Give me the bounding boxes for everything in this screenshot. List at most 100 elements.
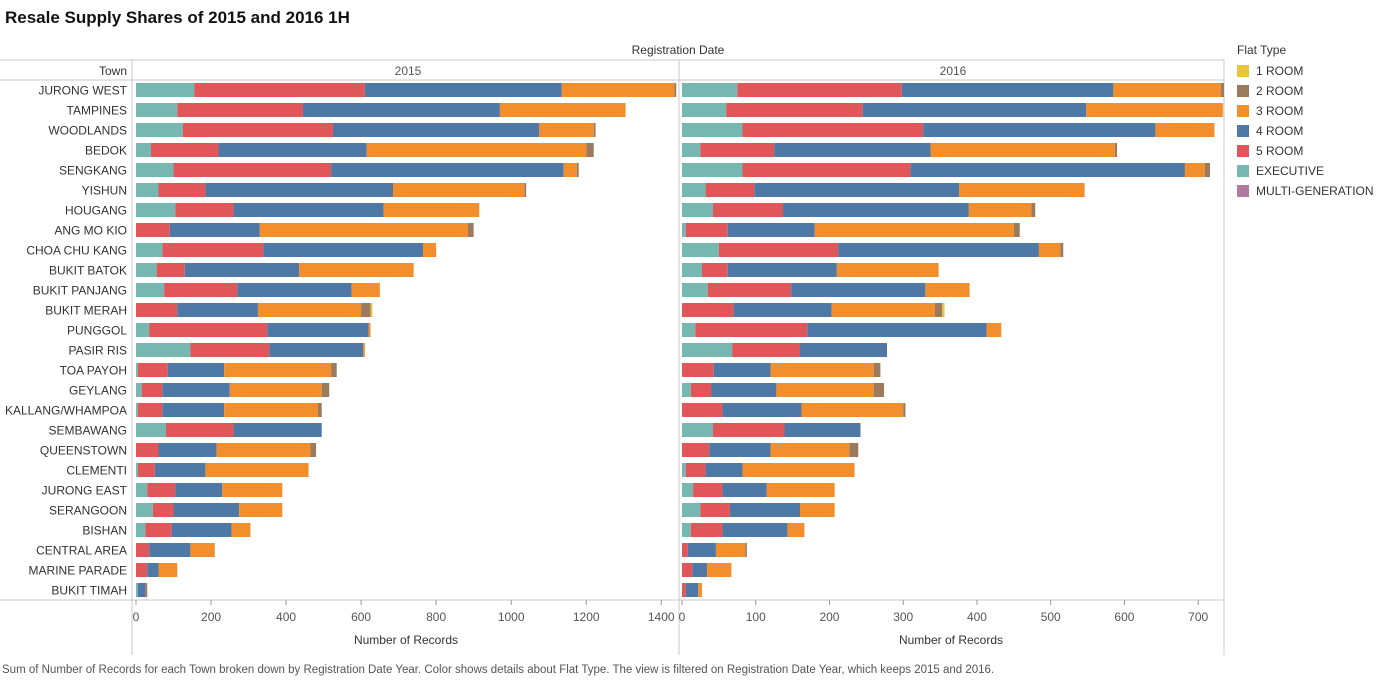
bar-segment [175,203,234,217]
bar-segment [468,223,474,237]
bar-segment [222,483,283,497]
bar-segment [173,503,240,517]
bar-segment [231,523,251,537]
legend-item[interactable]: 4 ROOM [1237,121,1374,141]
bar-segment [701,263,728,277]
bar-segment [141,383,163,397]
bar-segment [136,203,176,217]
bar-segment [351,283,380,297]
legend-item[interactable]: EXECUTIVE [1237,161,1374,181]
bar-segment [745,543,747,557]
bar-segment [1155,123,1215,137]
town-label: MARINE PARADE [29,564,127,578]
town-label: QUEENSTOWN [40,444,127,458]
bar-segment [190,543,215,557]
bar-segment [705,463,743,477]
bar-segment [682,83,738,97]
x-tick-label: 500 [1041,610,1061,624]
bar-segment [682,563,693,577]
bar-segment [237,283,352,297]
legend-item[interactable]: 2 ROOM [1237,81,1374,101]
panel-label: 2016 [940,64,967,78]
chart-caption: Sum of Number of Records for each Town b… [2,664,995,676]
bar-segment [224,363,332,377]
bar-segment [137,583,146,597]
bar-segment [682,163,743,177]
bar-segment [729,503,800,517]
bar-segment [1184,163,1205,177]
bar-segment [136,563,148,577]
bar-segment [925,283,970,297]
x-tick-label: 1400 [648,610,675,624]
bar-segment [1086,103,1223,117]
bar-segment [923,123,1156,137]
bar-segment [136,423,167,437]
bar-segment [136,463,138,477]
bar-segment [182,123,333,137]
bar-segment [147,483,176,497]
bar-segment [682,523,691,537]
bar-segment [136,183,159,197]
bar-segment [726,103,863,117]
bar-segment [727,263,837,277]
legend-swatch [1237,105,1249,117]
bar-segment [154,463,206,477]
bar-segment [257,303,362,317]
town-label: HOUGANG [65,204,127,218]
bar-segment [576,163,579,177]
legend-item[interactable]: 5 ROOM [1237,141,1374,161]
bar-segment [692,563,708,577]
bar-segment [682,543,688,557]
bar-segment [693,483,723,497]
bar-segment [707,283,792,297]
bar-segment [713,363,771,377]
bar-segment [136,543,150,557]
town-label: SENGKANG [59,164,127,178]
bar-segment [561,83,675,97]
bar-segment [137,403,163,417]
bar-segment [690,383,712,397]
bar-segment [682,203,713,217]
bar-segment [136,103,178,117]
town-label: PUNGGOL [67,324,127,338]
bar-segment [707,563,732,577]
town-label: CLEMENTI [66,464,127,478]
bar-segment [715,543,746,557]
legend-swatch [1237,125,1249,137]
bar-segment [162,383,230,397]
bar-segment [784,423,861,437]
bar-segment [364,83,562,97]
bar-segment [233,203,384,217]
bar-segment [770,363,874,377]
x-tick-label: 200 [201,610,221,624]
bar-segment [392,183,525,197]
legend-item[interactable]: MULTI-GENERATION [1237,181,1374,201]
bar-segment [152,503,174,517]
bar-segment [873,363,881,377]
bar-segment [1038,243,1061,257]
x-tick-label: 400 [967,610,987,624]
bar-segment [205,183,393,197]
bar-segment [190,343,270,357]
bar-segment [362,343,365,357]
bar-segment [787,523,805,537]
bar-segment [711,383,777,397]
bar-segment [959,183,1085,197]
bar-segment [158,183,206,197]
bar-segment [849,443,859,457]
bar-segment [366,143,587,157]
bar-segment [682,403,723,417]
bar-segment [216,443,311,457]
bar-segment [685,463,706,477]
bar-segment [136,143,152,157]
bar-segment [149,543,191,557]
bar-segment [563,163,577,177]
bar-segment [218,143,367,157]
bar-segment [682,423,713,437]
page-title: Resale Supply Shares of 2015 and 2016 1H [5,8,350,27]
legend-item[interactable]: 3 ROOM [1237,101,1374,121]
bar-segment [173,163,332,177]
bar-segment [524,183,527,197]
town-label: TOA PAYOH [60,364,127,378]
legend-item[interactable]: 1 ROOM [1237,61,1374,81]
